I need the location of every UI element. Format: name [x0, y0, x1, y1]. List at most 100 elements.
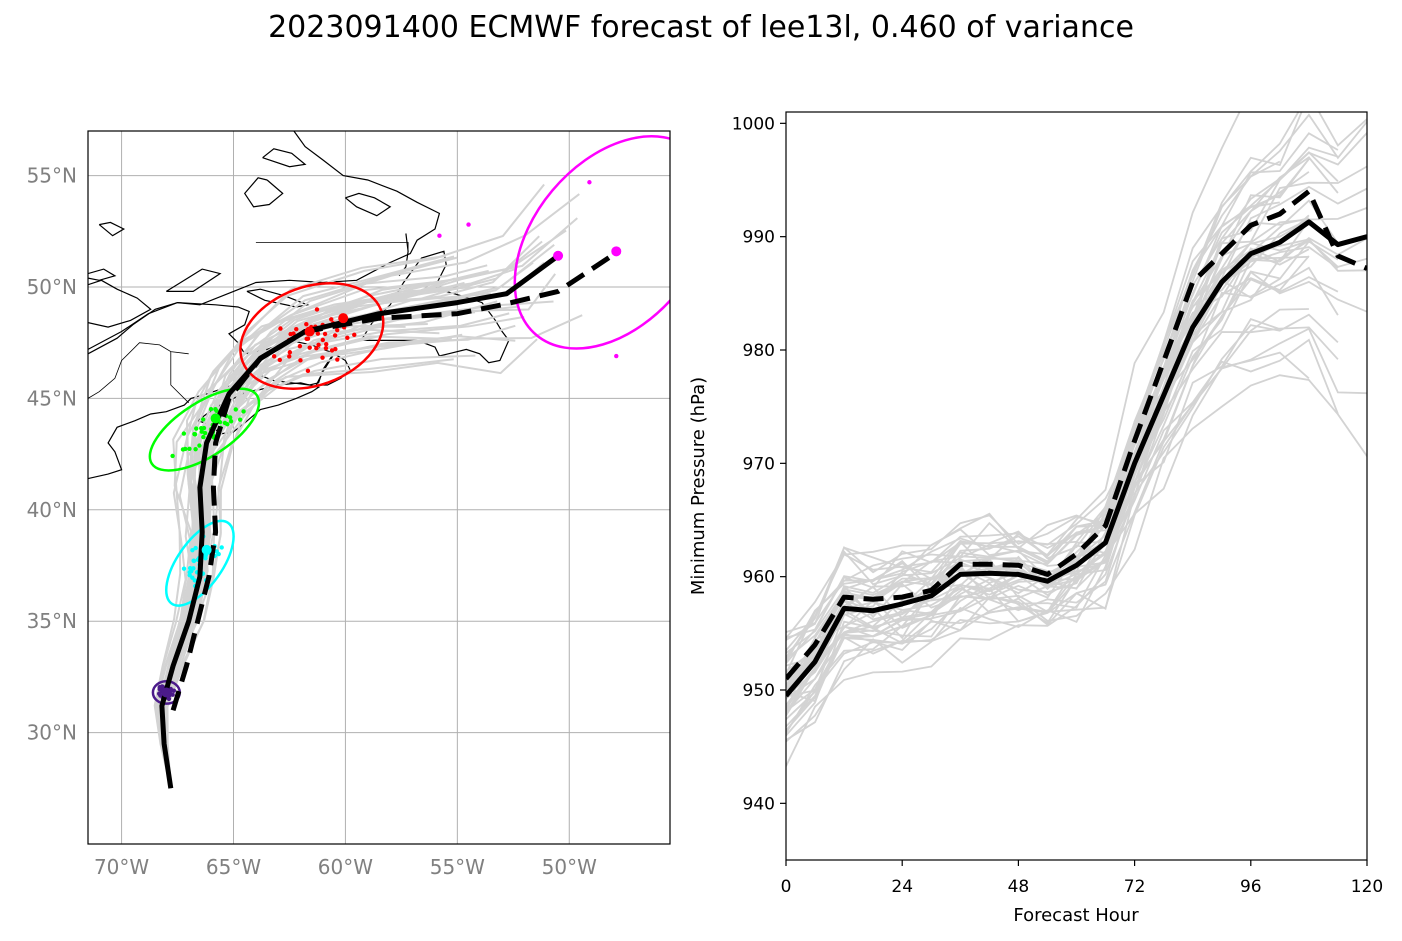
day2-member-point [189, 568, 194, 574]
coastline [246, 288, 310, 308]
pressure-ytick-label: 960 [743, 568, 775, 588]
ensemble-mean-track-dashed [170, 249, 620, 712]
map-ytick-label: 45°N [27, 386, 77, 410]
coastline [262, 148, 307, 168]
coastlines [88, 131, 510, 480]
day5-mean-marker [611, 246, 622, 257]
country-border [88, 342, 189, 399]
day3-member-point [241, 409, 246, 414]
map-xtick-label: 55°W [430, 855, 485, 879]
mean-tracks [159, 246, 622, 789]
pressure-mean-lines [786, 188, 1367, 698]
coastline [345, 192, 392, 217]
map-ytick-label: 50°N [27, 275, 77, 299]
day1-mean-marker [161, 687, 172, 698]
day4-member-point [304, 336, 309, 342]
day3-member-point [225, 422, 230, 427]
day3-member-point [201, 425, 207, 431]
coastline [243, 177, 284, 208]
day3-member-point [170, 453, 175, 459]
pressure-ensemble-line [786, 201, 1280, 713]
day3-member-point [200, 417, 206, 422]
coastline [88, 131, 441, 350]
day4-member-point [314, 346, 319, 351]
day4-member-point [320, 337, 325, 343]
day4-member-point [352, 332, 357, 338]
pressure-ensemble-line [786, 313, 1339, 741]
pressure-xtick-label: 72 [1124, 877, 1146, 897]
pressure-ticks: 0 24 48 72 96 120 940 950 960 970 980 990 1000 [732, 114, 1383, 897]
day2-member-point [203, 556, 208, 561]
pressure-ensemble-line [786, 112, 1241, 658]
pressure-ytick-label: 1000 [732, 114, 775, 134]
pressure-ytick-label: 950 [743, 681, 775, 701]
day3-member-point [228, 419, 234, 424]
day2-member-point [214, 549, 219, 554]
coastline [98, 221, 126, 237]
day3-mean-marker [210, 413, 221, 424]
day3-member-point [194, 426, 199, 431]
day3-member-point [227, 415, 233, 420]
pressure-ensemble-line [786, 326, 1339, 639]
day4-member-point [329, 317, 334, 322]
day5-mean-marker [553, 250, 564, 261]
map-frame [87, 130, 671, 845]
ensemble-mean-track-solid [159, 253, 560, 789]
day3-member-point [202, 430, 208, 436]
pressure-ensemble-lines [786, 112, 1367, 767]
day4-mean-marker [304, 326, 315, 337]
pressure-ensemble-line [786, 207, 1367, 737]
day4-member-point [287, 350, 293, 355]
day5-spread-ellipse [513, 135, 670, 350]
day3-member-point [214, 408, 219, 413]
day5-member-point [466, 222, 471, 227]
day4-member-point [322, 331, 328, 337]
map-ytick-label: 35°N [27, 609, 77, 633]
pressure-ensemble-line [786, 219, 1310, 700]
day2-member-point [193, 545, 198, 551]
pressure-ylabel: Minimum Pressure (hPa) [688, 377, 709, 595]
day4-member-point [287, 354, 292, 359]
pressure-ytick-label: 970 [743, 454, 775, 474]
province-border [255, 241, 409, 254]
day2-member-point [219, 545, 224, 550]
day3-member-point [208, 406, 214, 412]
day5-member-point [614, 353, 619, 359]
day2-member-point [181, 566, 187, 571]
map-ytick-label: 40°N [27, 498, 77, 522]
day4-member-point [298, 358, 303, 363]
pressure-ensemble-line [786, 270, 1367, 698]
pressure-xlabel: Forecast Hour [1013, 905, 1139, 926]
map-xtick-label: 70°W [94, 855, 149, 879]
spread-ellipses [148, 135, 670, 705]
day4-member-point [333, 346, 338, 352]
day3-member-point [183, 446, 188, 452]
day4-member-point [304, 321, 309, 327]
day4-member-point [329, 348, 335, 353]
coastline [88, 301, 339, 480]
pressure-ensemble-line [786, 318, 1281, 699]
map-tick-labels: 70°W 65°W 60°W 55°W 50°W 30°N 35°N 40°N 45°N 50°N… [27, 164, 598, 879]
day3-member-point [237, 417, 243, 422]
coastline [88, 268, 117, 281]
coastline [88, 279, 152, 328]
pressure-ytick-label: 940 [743, 794, 775, 814]
pressure-frame [785, 111, 1368, 861]
pressure-xtick-label: 48 [1008, 877, 1030, 897]
pressure-ensemble-line [786, 240, 1339, 743]
pressure-ensemble-line [786, 266, 1339, 639]
day4-member-point [324, 342, 329, 347]
day4-member-point [294, 326, 299, 332]
day4-member-point [323, 345, 329, 351]
pressure-ensemble-line [786, 160, 1281, 675]
day3-member-point [199, 429, 204, 434]
day4-member-point [305, 368, 311, 374]
day4-member-point [335, 357, 340, 362]
map-xtick-label: 50°W [542, 855, 597, 879]
day4-member-point [271, 354, 277, 359]
day3-member-point [192, 432, 198, 437]
day4-member-point [345, 335, 350, 340]
day4-member-point [315, 331, 321, 336]
day1-member-point [156, 691, 162, 696]
